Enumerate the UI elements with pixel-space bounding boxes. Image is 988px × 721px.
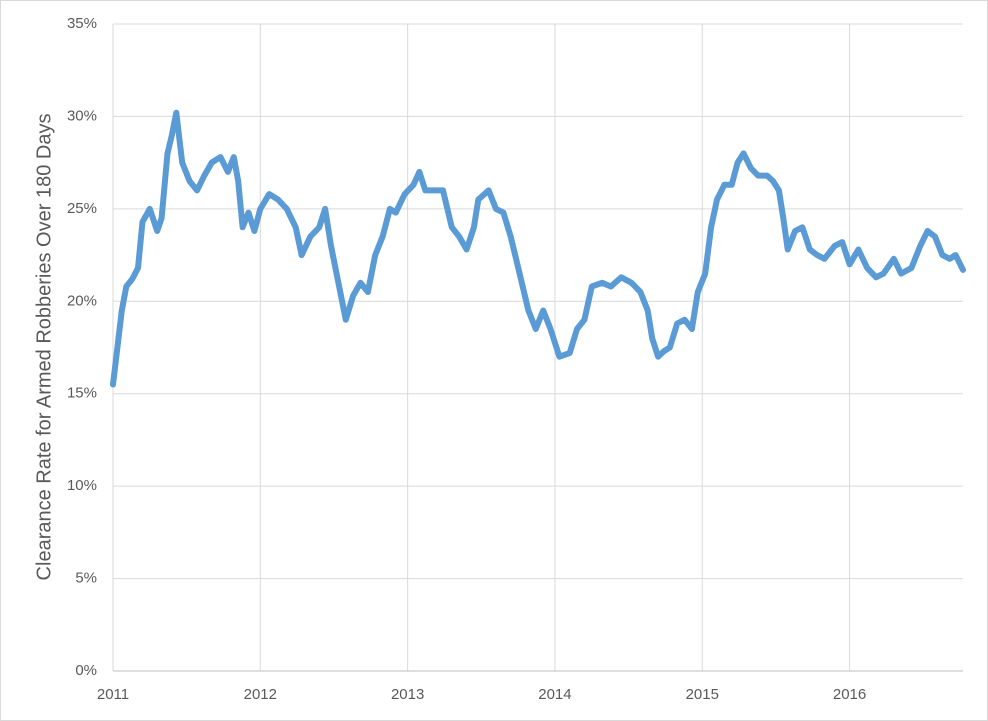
- y-tick-label: 15%: [67, 385, 97, 402]
- x-tick-label: 2013: [391, 686, 424, 703]
- y-tick-label: 35%: [67, 15, 97, 32]
- y-tick-label: 0%: [75, 662, 97, 679]
- x-tick-label: 2015: [686, 686, 719, 703]
- data-line: [110, 109, 966, 388]
- x-tick-label: 2012: [244, 686, 277, 703]
- x-tick-label: 2016: [833, 686, 866, 703]
- x-tick-label: 2014: [538, 686, 571, 703]
- y-axis-label: Clearance Rate for Armed Robberies Over …: [33, 114, 55, 581]
- y-tick-label: 25%: [67, 200, 97, 217]
- y-tick-label: 5%: [75, 570, 97, 587]
- y-tick-label: 30%: [67, 107, 97, 124]
- y-tick-label: 10%: [67, 477, 97, 494]
- y-tick-label: 20%: [67, 292, 97, 309]
- x-tick-label: 2011: [97, 686, 129, 703]
